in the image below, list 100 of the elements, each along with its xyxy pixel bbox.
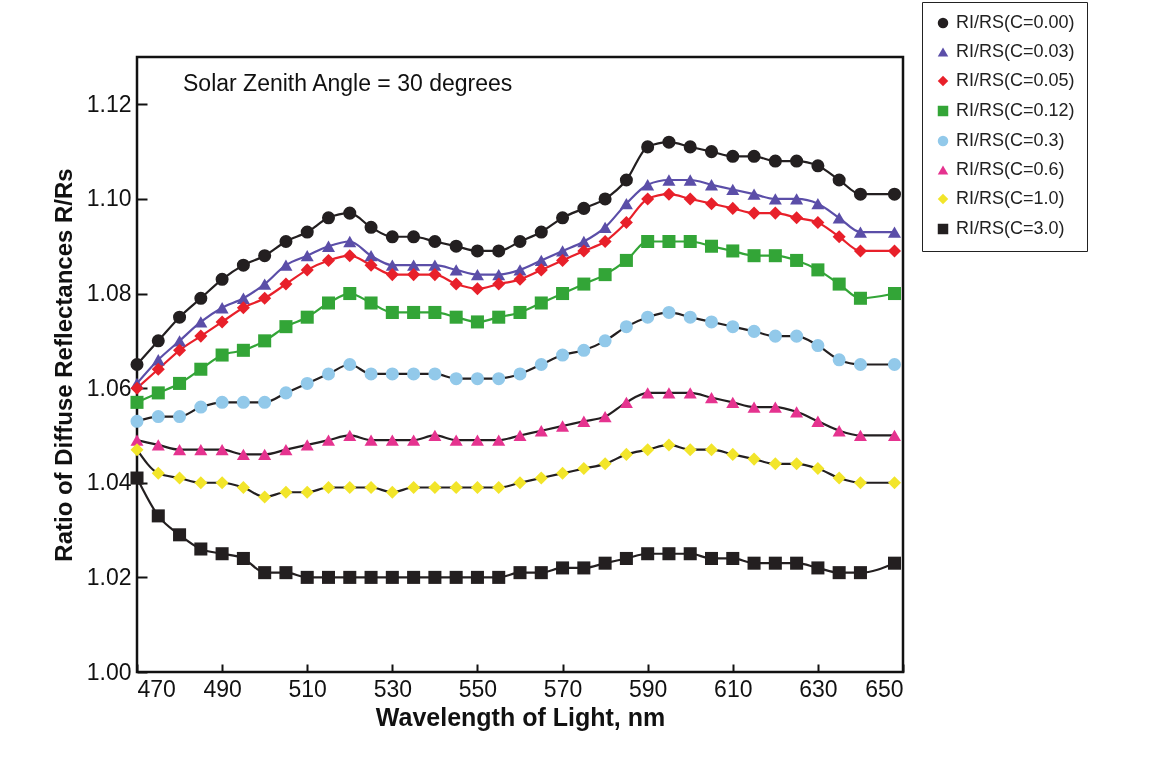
point [726, 149, 740, 163]
point [726, 201, 740, 215]
point [853, 429, 867, 442]
point [364, 570, 378, 584]
point [790, 556, 804, 570]
x-tick-label: 530 [373, 675, 413, 702]
point [534, 263, 548, 277]
point [321, 434, 336, 446]
point [130, 357, 144, 372]
point [258, 448, 272, 461]
point [492, 277, 506, 291]
point [887, 556, 902, 570]
point [887, 429, 902, 442]
point [279, 320, 293, 334]
point [215, 302, 229, 314]
point [470, 244, 484, 258]
point [492, 570, 506, 584]
point [513, 305, 527, 319]
point [321, 570, 336, 584]
point [662, 234, 676, 249]
point [407, 570, 421, 584]
legend-label: RI/RS(C=0.00) [956, 12, 1075, 32]
point [151, 334, 165, 348]
point [194, 400, 208, 414]
point [598, 268, 612, 282]
point [747, 556, 761, 570]
point [513, 476, 527, 490]
point [619, 320, 633, 334]
point [683, 387, 697, 399]
point [726, 447, 740, 461]
point [470, 570, 484, 584]
point [832, 353, 846, 367]
point [513, 234, 527, 249]
point [704, 239, 719, 253]
point [279, 566, 293, 580]
point [747, 188, 761, 200]
point [130, 395, 144, 409]
point [619, 447, 633, 461]
point [619, 396, 633, 408]
y-tick-label: 1.06 [86, 374, 132, 401]
point [768, 457, 782, 471]
point [151, 509, 165, 523]
point [768, 206, 782, 220]
point [173, 376, 187, 390]
point [790, 329, 804, 343]
point [790, 457, 804, 471]
point [513, 367, 527, 381]
point [236, 395, 250, 409]
point [641, 192, 655, 206]
point [747, 149, 761, 163]
point [768, 401, 782, 413]
point [641, 443, 655, 457]
x-tick-label: 650 [865, 675, 904, 702]
point [449, 480, 463, 495]
point [832, 277, 846, 291]
x-tick-label: 570 [543, 675, 583, 702]
point [364, 220, 378, 234]
point [853, 357, 867, 372]
point [577, 462, 591, 476]
point [300, 376, 314, 390]
point [428, 570, 442, 584]
point [300, 250, 314, 262]
point [811, 263, 825, 277]
point [662, 547, 676, 561]
point [641, 140, 655, 154]
point [321, 211, 336, 225]
point [577, 244, 591, 258]
point [683, 234, 697, 249]
point [598, 457, 612, 471]
point [577, 343, 591, 357]
point [215, 395, 229, 409]
point [173, 528, 187, 542]
point [173, 471, 187, 485]
point [887, 244, 902, 258]
point [747, 324, 761, 338]
point [194, 444, 208, 456]
point [364, 296, 378, 310]
point [641, 547, 655, 561]
point [619, 551, 633, 565]
point [279, 259, 293, 271]
point [130, 414, 144, 428]
point [343, 429, 357, 442]
point [556, 466, 570, 480]
point [556, 253, 570, 267]
legend-label: RI/RS(C=3.0) [956, 218, 1065, 238]
point [492, 244, 506, 258]
point [279, 234, 293, 249]
point [811, 462, 825, 476]
point [853, 226, 867, 238]
point [768, 329, 782, 343]
point [449, 372, 463, 386]
point [470, 434, 484, 446]
point [385, 485, 399, 499]
point [577, 201, 591, 215]
point [449, 570, 463, 584]
point [726, 244, 740, 258]
point [173, 410, 187, 424]
point [790, 406, 804, 418]
point [321, 240, 336, 252]
y-axis-title: Ratio of Diffuse Reflectances R/Rs [49, 168, 77, 562]
